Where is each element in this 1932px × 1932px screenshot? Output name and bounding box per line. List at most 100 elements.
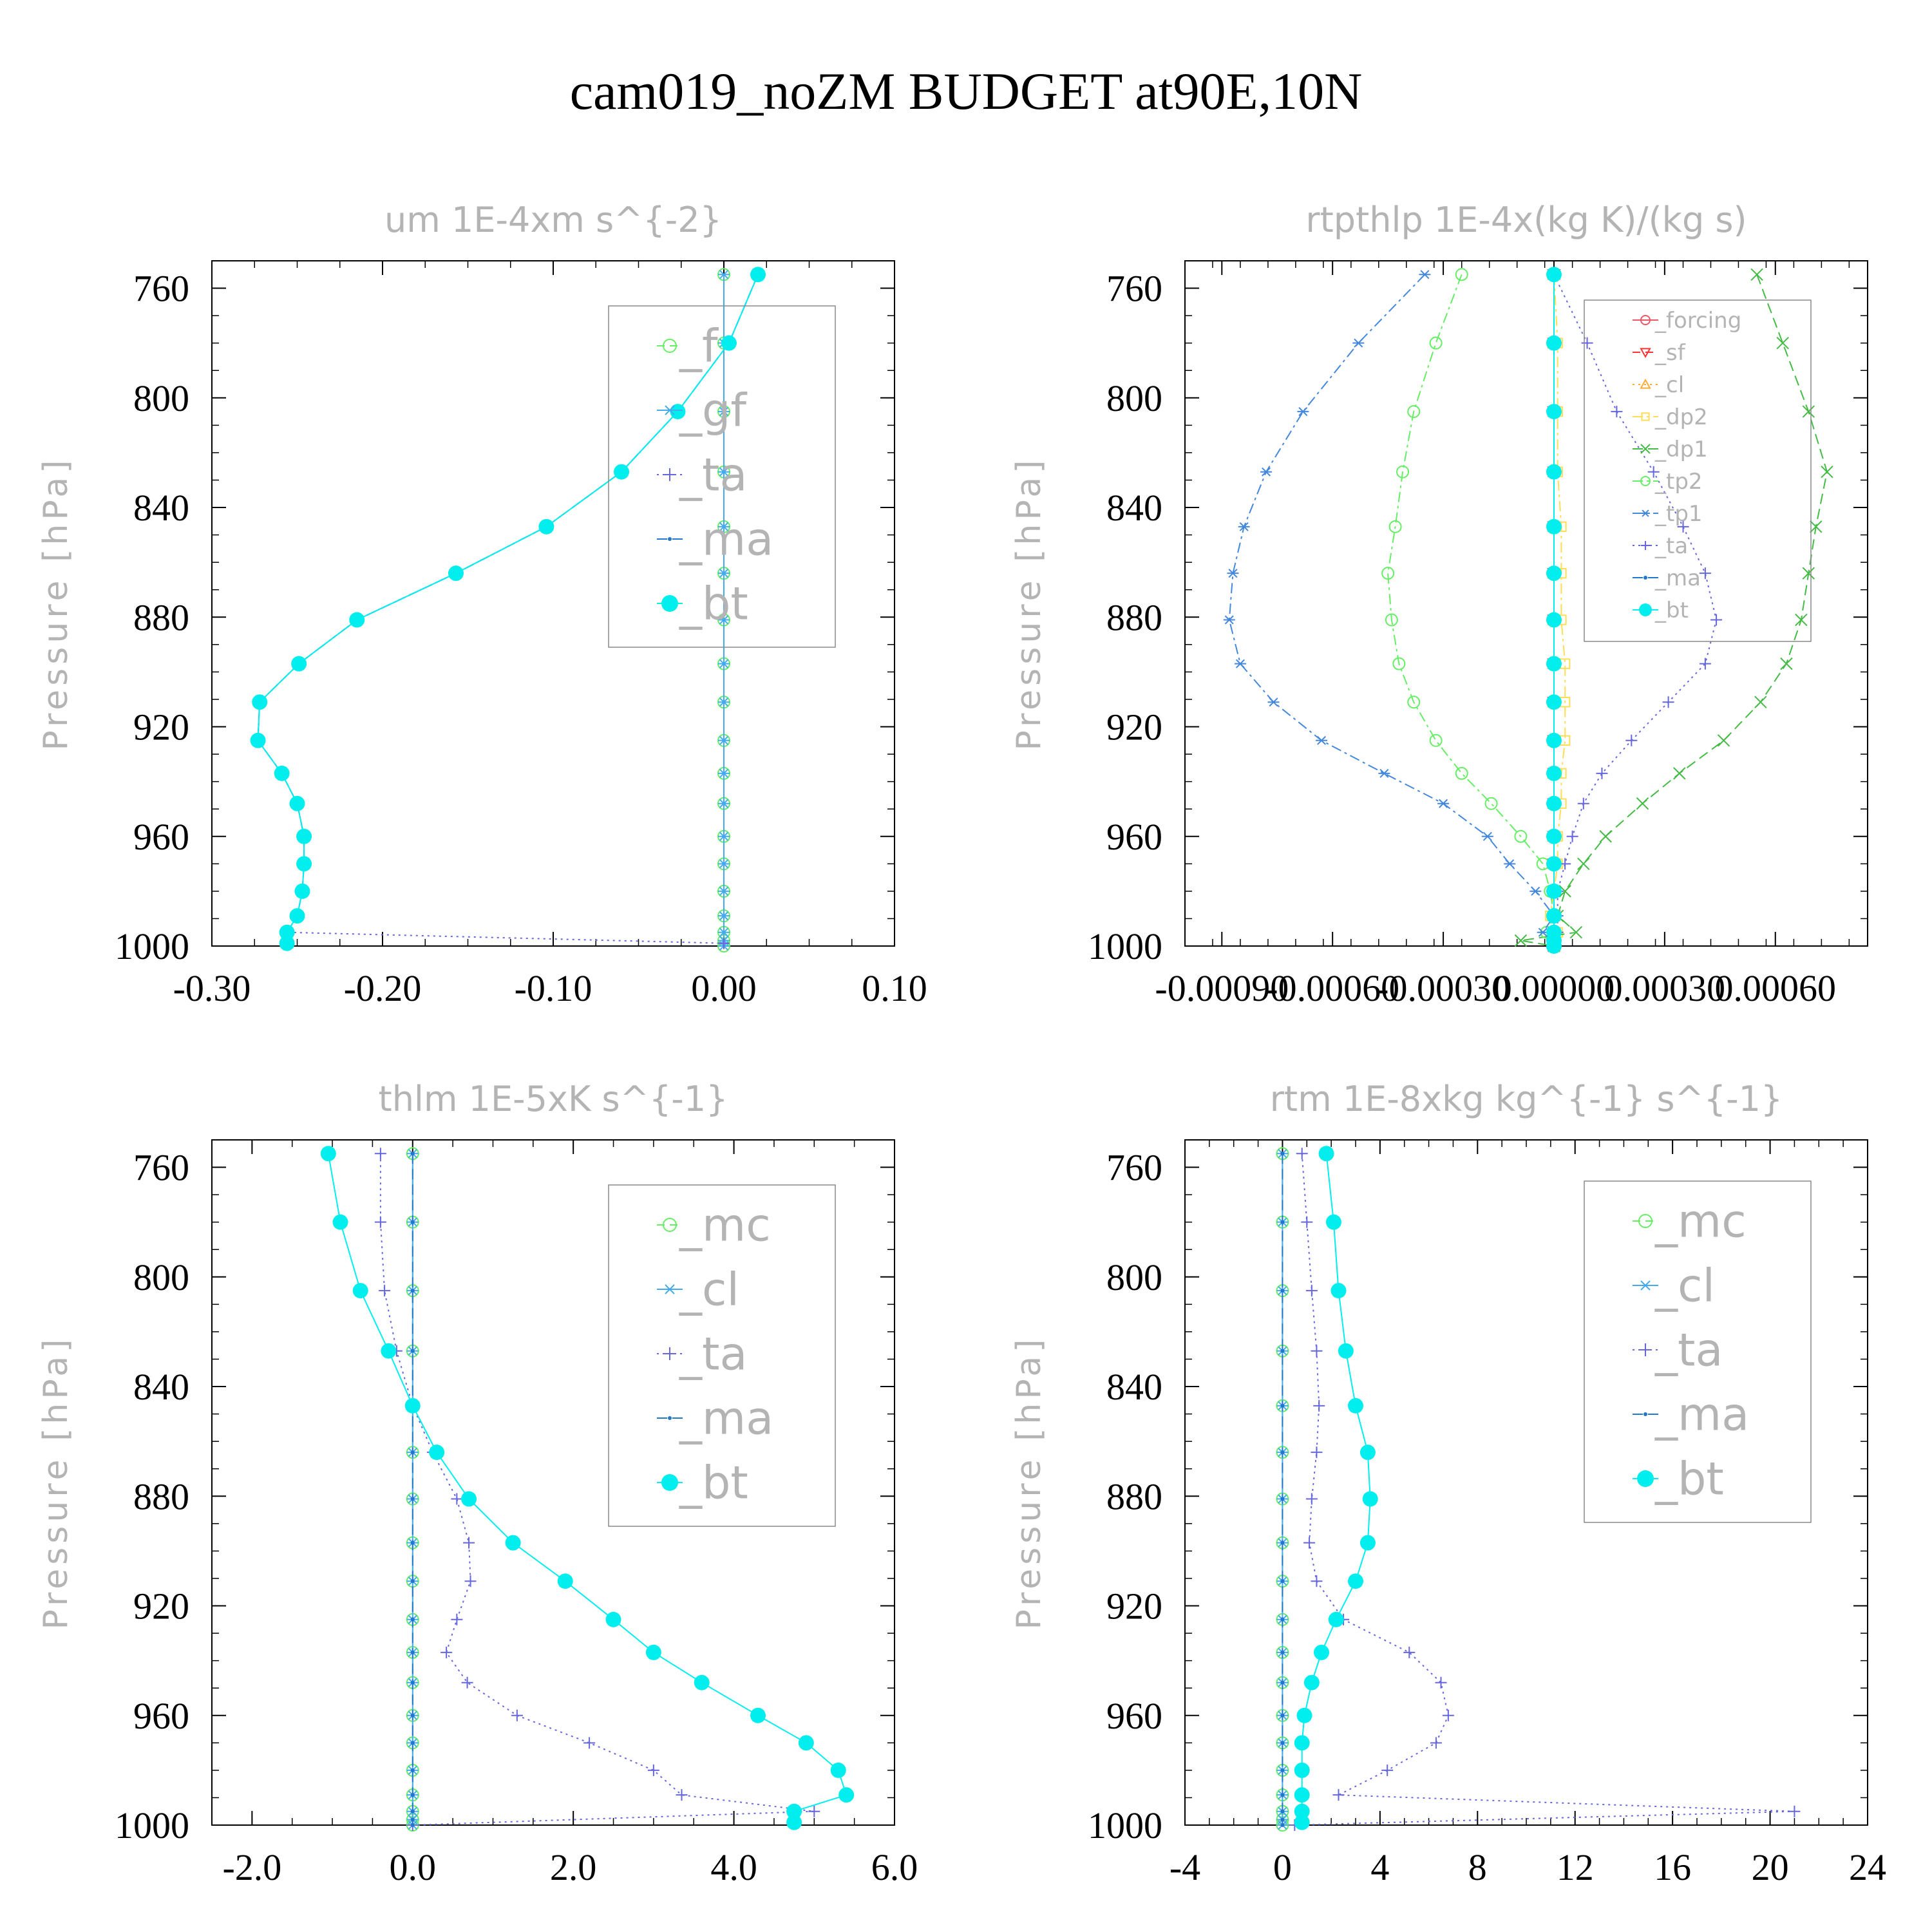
data-point xyxy=(505,1535,521,1551)
data-point xyxy=(718,886,730,896)
y-tick-label: 1000 xyxy=(1088,1804,1162,1846)
data-point xyxy=(1481,831,1493,841)
x-tick-label: 0 xyxy=(1273,1846,1292,1888)
data-point xyxy=(798,1735,814,1751)
data-point xyxy=(1280,1768,1285,1772)
data-point xyxy=(718,859,730,869)
data-point xyxy=(1227,569,1239,578)
data-point xyxy=(451,1493,463,1505)
x-tick-label: 0.0 xyxy=(390,1846,437,1888)
data-point xyxy=(1280,1289,1285,1293)
data-point xyxy=(1558,885,1571,898)
data-point xyxy=(448,565,464,582)
series-line xyxy=(379,1153,815,1826)
legend-entry: _ma xyxy=(657,1392,773,1445)
y-tick-label: 920 xyxy=(1106,1586,1162,1627)
legend-label: _ta xyxy=(1654,533,1688,559)
data-point xyxy=(1673,767,1686,780)
y-tick-label: 1000 xyxy=(115,925,189,967)
y-tick-label: 1000 xyxy=(1088,925,1162,967)
data-point xyxy=(294,883,310,899)
legend-entry: _ta xyxy=(1633,1324,1723,1377)
x-tick-label: 0.00000 xyxy=(1493,967,1615,1009)
data-point xyxy=(1311,1575,1323,1587)
x-tick-label: -4 xyxy=(1170,1846,1200,1888)
data-point xyxy=(718,522,730,531)
data-point xyxy=(379,1285,391,1297)
data-point xyxy=(440,1646,453,1658)
data-point xyxy=(718,615,730,625)
data-point xyxy=(645,1644,661,1660)
legend-label: _cl xyxy=(1654,1260,1715,1312)
legend-marker xyxy=(1638,1214,1653,1228)
data-point xyxy=(1348,1397,1363,1414)
data-point xyxy=(1429,734,1443,747)
data-point xyxy=(374,1216,386,1228)
data-point xyxy=(670,404,686,420)
data-point xyxy=(1662,696,1674,708)
data-point xyxy=(1435,1676,1447,1689)
legend: _mc _cl _ta _ma _bt xyxy=(608,1184,836,1527)
data-point xyxy=(1546,612,1562,628)
series-line xyxy=(1228,274,1555,946)
series-line xyxy=(327,1153,848,1823)
x-tick-label: 24 xyxy=(1849,1846,1886,1888)
y-tick-label: 880 xyxy=(133,1475,189,1517)
legend-marker xyxy=(663,1218,677,1232)
data-point xyxy=(410,1680,415,1685)
data-point xyxy=(1260,467,1273,477)
data-point xyxy=(410,1823,415,1827)
series-line xyxy=(1549,274,1566,946)
legend-box xyxy=(1584,299,1812,642)
data-point xyxy=(461,1491,477,1507)
legend-marker xyxy=(1639,603,1652,616)
panel-title: um 1E-4xm s^{-2} xyxy=(384,200,722,240)
data-point xyxy=(1546,828,1562,844)
data-point xyxy=(1546,656,1562,672)
data-point xyxy=(1596,767,1608,779)
data-point xyxy=(1378,768,1390,778)
series-tp2 xyxy=(1381,268,1560,952)
y-tick-label: 800 xyxy=(1106,1256,1162,1298)
data-point xyxy=(1280,1540,1285,1545)
x-tick-label: -0.00030 xyxy=(1376,967,1510,1009)
x-tick-label: 0.00060 xyxy=(1715,967,1837,1009)
y-tick-label: 1000 xyxy=(115,1804,189,1846)
data-point xyxy=(410,1579,415,1584)
legend-entry: _cl xyxy=(1633,372,1684,398)
legend-label: _bt xyxy=(1654,1453,1724,1506)
data-point xyxy=(1530,886,1542,896)
data-point xyxy=(1780,657,1793,670)
data-point xyxy=(250,732,266,748)
data-point xyxy=(1677,520,1689,533)
data-point xyxy=(1359,1444,1376,1461)
chart-panel-3: thlm 1E-5xK s^{-1} Pressure [hPa] 760 800 84… xyxy=(37,1079,918,1888)
legend-entry: _ta xyxy=(657,1328,747,1381)
data-point xyxy=(1294,1762,1310,1778)
data-point xyxy=(349,612,365,628)
legend-marker xyxy=(1640,476,1651,486)
data-point xyxy=(410,1809,415,1814)
y-axis-label: Pressure [hPa] xyxy=(37,457,75,751)
data-point xyxy=(352,1283,368,1299)
legend-marker xyxy=(1637,1470,1654,1487)
data-point xyxy=(374,1148,386,1160)
data-point xyxy=(279,924,295,940)
y-tick-label: 880 xyxy=(133,596,189,638)
data-point xyxy=(718,569,730,578)
data-point xyxy=(410,1289,415,1293)
data-point xyxy=(718,270,730,279)
data-point xyxy=(718,407,730,417)
data-point xyxy=(1313,1399,1325,1412)
data-point xyxy=(1647,466,1660,478)
legend-marker xyxy=(1639,1343,1652,1356)
data-point xyxy=(289,795,305,811)
data-point xyxy=(1802,567,1815,580)
data-point xyxy=(1577,857,1590,871)
legend-marker xyxy=(1640,348,1651,359)
data-point xyxy=(750,267,766,283)
legend-entry: _ta xyxy=(657,449,747,502)
legend-entry: _bt xyxy=(657,1457,748,1510)
data-point xyxy=(410,1349,415,1353)
data-point xyxy=(1776,336,1789,350)
